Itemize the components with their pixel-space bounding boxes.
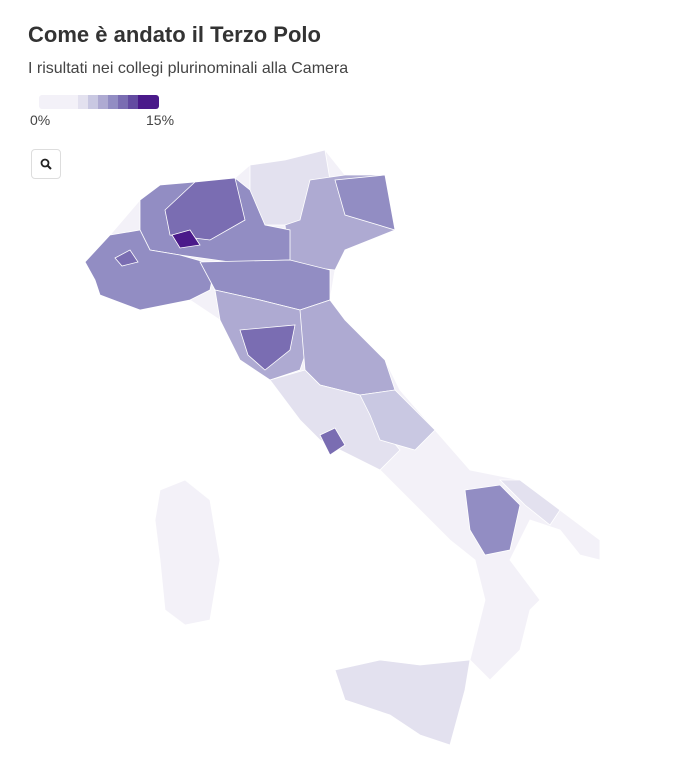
region-rome[interactable]	[319, 427, 346, 456]
region-puglia[interactable]	[499, 479, 561, 526]
region-sicily[interactable]	[334, 659, 471, 746]
region-sardinia[interactable]	[154, 479, 221, 626]
legend-swatch	[98, 95, 108, 109]
region-friuli-collegio[interactable]	[334, 174, 396, 231]
region-abruzzo[interactable]	[359, 389, 436, 451]
legend-swatch	[128, 95, 138, 109]
search-icon	[40, 158, 52, 170]
legend-swatch	[118, 95, 128, 109]
legend-min-label: 0%	[30, 112, 51, 128]
zoom-button[interactable]	[31, 149, 61, 179]
legend-swatch	[138, 95, 159, 109]
region-tuscany-collegio[interactable]	[239, 324, 296, 371]
region-milan[interactable]	[171, 229, 201, 249]
legend-swatch	[39, 95, 78, 109]
legend-swatch	[108, 95, 118, 109]
chart-subtitle: I risultati nei collegi plurinominali al…	[28, 60, 349, 77]
chart-title: Come è andato il Terzo Polo	[28, 22, 321, 47]
legend-swatch	[78, 95, 88, 109]
legend-swatch	[88, 95, 98, 109]
legend-max-label: 15%	[146, 112, 175, 128]
region-lombardy-north[interactable]	[164, 177, 246, 241]
color-legend	[39, 95, 159, 109]
region-basilicata[interactable]	[464, 484, 521, 556]
region-lazio[interactable]	[269, 369, 401, 471]
region-aosta[interactable]	[114, 249, 139, 267]
